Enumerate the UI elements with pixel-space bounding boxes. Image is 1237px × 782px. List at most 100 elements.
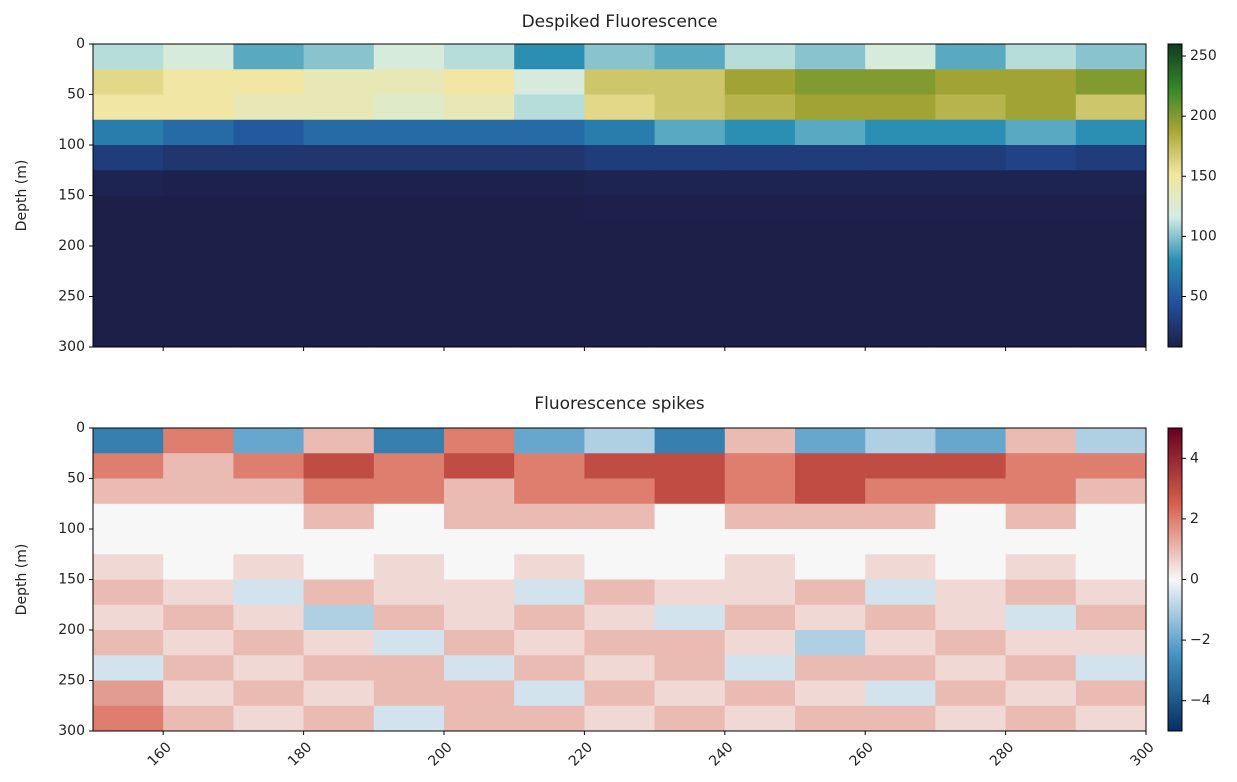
heatmap-cell [724,271,796,297]
heatmap-cell [584,630,656,656]
heatmap-cell [303,453,375,479]
heatmap-cell [514,195,585,222]
heatmap-cell [444,705,515,732]
y-tick-label: 0 [76,36,85,52]
heatmap-cell [444,604,515,631]
heatmap-cell [1075,170,1147,196]
colorbar-tick-label: 100 [1190,228,1217,244]
heatmap-cell [724,428,796,454]
heatmap-cell [1075,119,1147,146]
heatmap-cell [93,604,164,631]
heatmap-cell [93,321,164,348]
heatmap-cell [654,296,726,323]
heatmap-cell [233,428,305,454]
heatmap-cell [1005,195,1077,222]
heatmap-cell [584,604,656,631]
heatmap-cell [935,655,1007,681]
heatmap-cell [795,170,866,196]
heatmap-cell [444,195,515,222]
heatmap-cell [514,296,585,323]
heatmap-cell [724,195,796,222]
heatmap-cell [935,271,1007,297]
heatmap-cell [233,119,305,146]
x-tick-label: 220 [566,739,596,769]
heatmap-cell [654,170,726,196]
heatmap-cell [795,453,866,479]
heatmap-cell [1005,170,1077,196]
heatmap-cell [444,579,515,606]
heatmap-cell [1005,579,1077,606]
colorbar-tick-label: 250 [1190,48,1217,64]
heatmap-cell [373,220,445,247]
heatmap-cell [233,170,305,196]
heatmap-cell [514,655,585,681]
heatmap-cell [373,554,445,580]
heatmap-cell [233,680,305,707]
heatmap-cell [444,529,515,555]
heatmap-cell [373,428,445,454]
heatmap-cell [584,428,656,454]
heatmap-cell [444,680,515,707]
heatmap-cell [303,119,375,146]
heatmap-cell [795,503,866,530]
heatmap-cell [1075,630,1147,656]
heatmap-cell [303,554,375,580]
heatmap-cell [1075,428,1147,454]
heatmap-cell [865,94,936,121]
heatmap-cell [654,321,726,348]
heatmap-cell [935,604,1007,631]
heatmap-cell [584,271,656,297]
heatmap-cell [303,246,375,272]
heatmap-cell [514,145,585,171]
heatmap-cell [795,529,866,555]
heatmap-cell [444,271,515,297]
heatmap-cell [865,220,936,247]
heatmap-cell [444,478,515,505]
heatmap-cell [654,119,726,146]
heatmap-cell [163,170,234,196]
heatmap-cell [584,478,656,505]
heatmap-cell [865,195,936,222]
heatmap-cell [163,554,234,580]
heatmap-cell [654,503,726,530]
heatmap-cell [795,428,866,454]
heatmap-cell [654,453,726,479]
heatmap-cell [935,428,1007,454]
heatmap-cell [1075,220,1147,247]
heatmap-cell [303,604,375,631]
heatmap-cell [514,478,585,505]
heatmap-cell [935,579,1007,606]
heatmap-cell [444,296,515,323]
colorbar-tick-label: 200 [1190,108,1217,124]
heatmap-cell [373,680,445,707]
heatmap-cell [93,554,164,580]
heatmap-cell [724,44,796,70]
heatmap-cell [93,94,164,121]
heatmap-cell [724,69,796,95]
heatmap-cell [1075,69,1147,95]
heatmap-cell [233,321,305,348]
heatmap-cell [865,296,936,323]
heatmap-cell [865,630,936,656]
heatmap-cell [935,680,1007,707]
y-tick-label: 300 [58,339,85,355]
colorbar-tick-label: 50 [1190,289,1208,305]
heatmap-cell [1005,453,1077,479]
heatmap-cell [935,554,1007,580]
heatmap-cell [373,705,445,732]
heatmap-cell [935,145,1007,171]
heatmap-cell [303,296,375,323]
heatmap-cell [654,655,726,681]
heatmap-cell [373,94,445,121]
heatmap-cell [724,680,796,707]
heatmap-cell [1005,271,1077,297]
heatmap-cell [444,220,515,247]
heatmap-cell [233,503,305,530]
heatmap-cell [373,655,445,681]
heatmap-cell [935,246,1007,272]
heatmap-cell [584,705,656,732]
heatmap-cell [514,271,585,297]
x-tick-label: 260 [847,739,877,769]
heatmap-cell [584,94,656,121]
heatmap-cell [1005,69,1077,95]
